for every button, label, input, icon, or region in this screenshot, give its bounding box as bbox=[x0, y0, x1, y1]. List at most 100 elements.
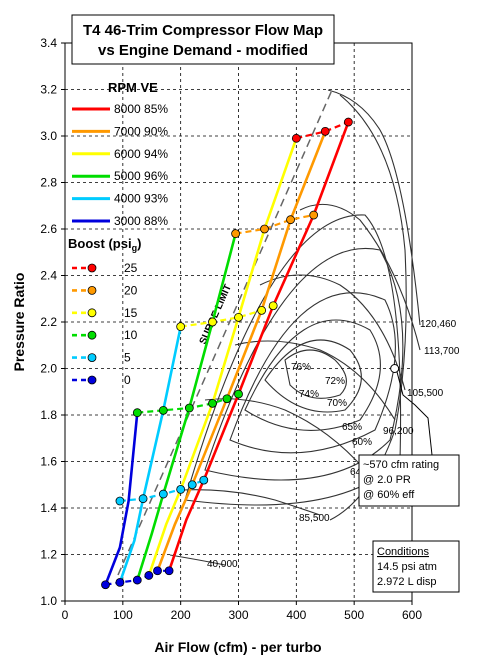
efficiency-island-70 bbox=[229, 292, 396, 454]
legend-boost-header-sub: g bbox=[132, 243, 138, 253]
speed-label-2: 105,500 bbox=[407, 388, 444, 399]
speed-label-3: 96,200 bbox=[383, 426, 414, 437]
point-5psi-3 bbox=[176, 484, 186, 494]
chart-title-line-2: vs Engine Demand - modified bbox=[98, 42, 308, 59]
speed-line-65500 bbox=[181, 489, 321, 516]
boost-line-15psi bbox=[180, 304, 274, 328]
conditions-line-1: 14.5 psi atm bbox=[377, 561, 437, 573]
legend-boost-label-3: 10 bbox=[124, 328, 138, 342]
legend-rpm-header: RPM VE bbox=[108, 80, 158, 95]
efficiency-label-3: 70% bbox=[327, 398, 347, 409]
y-tick-label-2.4: 2.4 bbox=[40, 269, 57, 283]
rating-note-line-3: @ 60% eff bbox=[363, 489, 415, 501]
y-axis-title: Pressure Ratio bbox=[11, 273, 27, 372]
chart-title-line-1: T4 46-Trim Compressor Flow Map bbox=[83, 22, 323, 39]
legend-boost-label-0: 25 bbox=[124, 261, 138, 275]
legend-boost-header-close: ) bbox=[137, 236, 141, 251]
y-tick-label-1.6: 1.6 bbox=[40, 455, 57, 469]
y-tick-label-1.2: 1.2 bbox=[40, 548, 57, 562]
rpm-line-5000 bbox=[136, 233, 237, 581]
point-15psi-4 bbox=[268, 301, 278, 311]
rating-note-line-2: @ 2.0 PR bbox=[363, 474, 411, 486]
y-tick-label-1.0: 1.0 bbox=[40, 594, 57, 608]
efficiency-label-5: 60% bbox=[352, 437, 372, 448]
point-10psi-5 bbox=[234, 389, 243, 399]
speed-line-96200 bbox=[234, 340, 396, 421]
point-10psi-0 bbox=[132, 408, 142, 418]
point-20psi-3 bbox=[309, 210, 319, 220]
legend-boost-entries: 25 20 15 10 5 0 bbox=[72, 261, 138, 387]
point-20psi-0 bbox=[231, 229, 241, 239]
y-tick-label-2.2: 2.2 bbox=[40, 315, 57, 329]
y-tick-label-1.8: 1.8 bbox=[40, 408, 57, 422]
legend-rpm-label-0: 8000 85% bbox=[114, 102, 168, 116]
efficiency-island-60 bbox=[184, 214, 402, 506]
surge-line bbox=[117, 89, 333, 576]
rating-note: ~570 cfm rating @ 2.0 PR @ 60% eff bbox=[358, 454, 460, 507]
y-tick-label-2.8: 2.8 bbox=[40, 176, 57, 190]
legend-boost-marker-0 bbox=[87, 263, 97, 273]
x-tick-label-200: 200 bbox=[171, 608, 191, 622]
point-20psi-1 bbox=[260, 224, 269, 234]
x-axis-ticks: 0 100 200 300 400 500 600 bbox=[62, 601, 422, 622]
x-tick-label-600: 600 bbox=[402, 608, 422, 622]
legend-boost-label-5: 0 bbox=[124, 373, 131, 387]
point-10psi-3 bbox=[208, 398, 217, 408]
point-0psi-2 bbox=[132, 575, 142, 585]
point-5psi-1 bbox=[138, 494, 148, 504]
y-tick-label-1.4: 1.4 bbox=[40, 501, 57, 515]
x-tick-label-300: 300 bbox=[228, 608, 248, 622]
boost-line-5psi bbox=[119, 479, 205, 503]
y-axis-ticks: 1.0 1.2 1.4 1.6 1.8 2.0 2.2 2.4 2.6 2.8 3.0 3.2 3.4 bbox=[40, 36, 65, 608]
legend-boost-marker-2 bbox=[87, 308, 97, 318]
point-0psi-4 bbox=[153, 566, 162, 576]
point-25psi-1 bbox=[320, 126, 330, 136]
speed-line-120460 bbox=[327, 89, 421, 326]
rating-point bbox=[390, 364, 400, 373]
efficiency-island-76 bbox=[284, 349, 347, 399]
point-5psi-0 bbox=[115, 496, 125, 506]
point-15psi-1 bbox=[208, 317, 217, 327]
efficiency-label-1: 74% bbox=[299, 389, 319, 400]
legend-boost-marker-5 bbox=[87, 375, 97, 385]
point-0psi-0 bbox=[101, 580, 110, 590]
chart-title-box: T4 46-Trim Compressor Flow Map vs Engine… bbox=[71, 14, 335, 65]
y-tick-label-3.0: 3.0 bbox=[40, 129, 57, 143]
legend-boost-label-1: 20 bbox=[124, 283, 138, 297]
speed-label-0: 120,460 bbox=[420, 319, 457, 330]
legend-boost-marker-4 bbox=[87, 353, 97, 363]
point-15psi-0 bbox=[176, 322, 186, 332]
legend-boost-marker-3 bbox=[87, 330, 97, 340]
legend-boost-label-4: 5 bbox=[124, 351, 131, 365]
efficiency-island-65 bbox=[204, 248, 404, 481]
legend-rpm-label-3: 5000 96% bbox=[114, 169, 168, 183]
grid-lines bbox=[65, 43, 412, 601]
point-10psi-2 bbox=[184, 403, 194, 413]
point-20psi-2 bbox=[286, 215, 295, 225]
speed-label-5: 40,000 bbox=[207, 559, 238, 570]
rating-note-line-1: ~570 cfm rating bbox=[363, 459, 439, 471]
legend-rpm-label-5: 3000 88% bbox=[114, 214, 168, 228]
point-5psi-4 bbox=[187, 480, 197, 490]
legend-rpm-label-4: 4000 93% bbox=[114, 192, 168, 206]
speed-label-1: 113,700 bbox=[424, 346, 460, 357]
conditions-title: Conditions bbox=[377, 546, 429, 558]
efficiency-label-6: 64 bbox=[350, 467, 362, 478]
x-tick-label-400: 400 bbox=[286, 608, 306, 622]
point-10psi-1 bbox=[158, 405, 168, 415]
speed-label-4: 85,500 bbox=[299, 513, 330, 524]
legend-boost-header: Boost (psig) bbox=[68, 236, 141, 253]
x-axis-title: Air Flow (cfm) - per turbo bbox=[154, 639, 321, 655]
x-tick-label-100: 100 bbox=[113, 608, 133, 622]
point-25psi-0 bbox=[291, 133, 301, 143]
y-tick-label-2.6: 2.6 bbox=[40, 222, 57, 236]
legend-rpm-label-2: 6000 94% bbox=[114, 147, 168, 161]
point-0psi-3 bbox=[144, 571, 154, 580]
legend-boost-label-2: 15 bbox=[124, 306, 138, 320]
data-points bbox=[101, 117, 353, 590]
point-10psi-4 bbox=[222, 394, 232, 404]
efficiency-label-4: 65% bbox=[342, 422, 362, 433]
efficiency-island-74 bbox=[264, 339, 362, 413]
legend-boost-marker-1 bbox=[87, 285, 97, 295]
